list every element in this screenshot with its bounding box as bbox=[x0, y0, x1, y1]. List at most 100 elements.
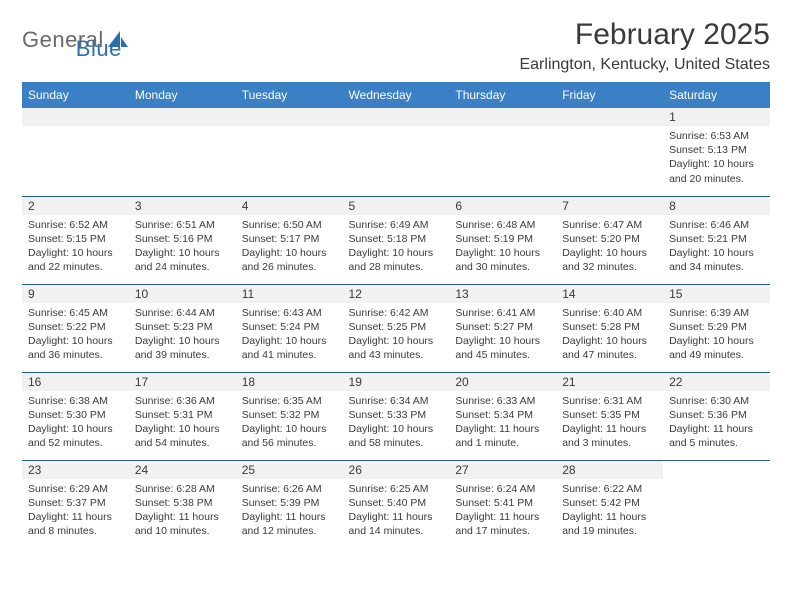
day-cell: 3Sunrise: 6:51 AMSunset: 5:16 PMDaylight… bbox=[129, 196, 236, 284]
sunrise-text: Sunrise: 6:47 AM bbox=[562, 218, 657, 232]
calendar-week-row: 9Sunrise: 6:45 AMSunset: 5:22 PMDaylight… bbox=[22, 284, 770, 372]
daylight-text-line2: and 34 minutes. bbox=[669, 260, 764, 274]
daylight-text-line1: Daylight: 10 hours bbox=[28, 422, 123, 436]
day-details: Sunrise: 6:39 AMSunset: 5:29 PMDaylight:… bbox=[669, 306, 764, 363]
daylight-text-line2: and 49 minutes. bbox=[669, 348, 764, 362]
daylight-text-line1: Daylight: 10 hours bbox=[242, 334, 337, 348]
calendar-week-row: 23Sunrise: 6:29 AMSunset: 5:37 PMDayligh… bbox=[22, 460, 770, 548]
daylight-text-line2: and 1 minute. bbox=[455, 436, 550, 450]
day-number: 18 bbox=[236, 373, 343, 391]
day-details: Sunrise: 6:52 AMSunset: 5:15 PMDaylight:… bbox=[28, 218, 123, 275]
sunset-text: Sunset: 5:29 PM bbox=[669, 320, 764, 334]
day-number: 20 bbox=[449, 373, 556, 391]
day-number: 5 bbox=[343, 197, 450, 215]
sunset-text: Sunset: 5:22 PM bbox=[28, 320, 123, 334]
day-details: Sunrise: 6:29 AMSunset: 5:37 PMDaylight:… bbox=[28, 482, 123, 539]
daylight-text-line2: and 10 minutes. bbox=[135, 524, 230, 538]
location-subtitle: Earlington, Kentucky, United States bbox=[519, 56, 770, 74]
sunset-text: Sunset: 5:37 PM bbox=[28, 496, 123, 510]
sunrise-text: Sunrise: 6:53 AM bbox=[669, 129, 764, 143]
daylight-text-line2: and 3 minutes. bbox=[562, 436, 657, 450]
day-cell: 6Sunrise: 6:48 AMSunset: 5:19 PMDaylight… bbox=[449, 196, 556, 284]
day-cell: 22Sunrise: 6:30 AMSunset: 5:36 PMDayligh… bbox=[663, 372, 770, 460]
sunrise-text: Sunrise: 6:28 AM bbox=[135, 482, 230, 496]
day-cell: 16Sunrise: 6:38 AMSunset: 5:30 PMDayligh… bbox=[22, 372, 129, 460]
day-number: 10 bbox=[129, 285, 236, 303]
day-number: 8 bbox=[663, 197, 770, 215]
title-block: February 2025 Earlington, Kentucky, Unit… bbox=[519, 18, 770, 74]
day-cell: 1Sunrise: 6:53 AMSunset: 5:13 PMDaylight… bbox=[663, 108, 770, 196]
daylight-text-line2: and 26 minutes. bbox=[242, 260, 337, 274]
daylight-text-line2: and 12 minutes. bbox=[242, 524, 337, 538]
sunrise-text: Sunrise: 6:40 AM bbox=[562, 306, 657, 320]
day-cell: 19Sunrise: 6:34 AMSunset: 5:33 PMDayligh… bbox=[343, 372, 450, 460]
day-details: Sunrise: 6:22 AMSunset: 5:42 PMDaylight:… bbox=[562, 482, 657, 539]
daylight-text-line2: and 32 minutes. bbox=[562, 260, 657, 274]
sunrise-text: Sunrise: 6:46 AM bbox=[669, 218, 764, 232]
sunset-text: Sunset: 5:31 PM bbox=[135, 408, 230, 422]
day-details: Sunrise: 6:25 AMSunset: 5:40 PMDaylight:… bbox=[349, 482, 444, 539]
sunset-text: Sunset: 5:25 PM bbox=[349, 320, 444, 334]
daylight-text-line1: Daylight: 10 hours bbox=[349, 422, 444, 436]
calendar-week-row: 16Sunrise: 6:38 AMSunset: 5:30 PMDayligh… bbox=[22, 372, 770, 460]
day-number: 21 bbox=[556, 373, 663, 391]
daylight-text-line1: Daylight: 10 hours bbox=[349, 334, 444, 348]
day-number: 26 bbox=[343, 461, 450, 479]
weekday-header: Tuesday bbox=[236, 82, 343, 108]
brand-word2: Blue bbox=[76, 36, 122, 61]
day-cell: 13Sunrise: 6:41 AMSunset: 5:27 PMDayligh… bbox=[449, 284, 556, 372]
day-number: 15 bbox=[663, 285, 770, 303]
daylight-text-line1: Daylight: 10 hours bbox=[135, 246, 230, 260]
day-number: 16 bbox=[22, 373, 129, 391]
day-number: 9 bbox=[22, 285, 129, 303]
daylight-text-line1: Daylight: 10 hours bbox=[669, 157, 764, 171]
sunset-text: Sunset: 5:32 PM bbox=[242, 408, 337, 422]
daylight-text-line1: Daylight: 10 hours bbox=[562, 334, 657, 348]
day-number: 23 bbox=[22, 461, 129, 479]
daylight-text-line1: Daylight: 11 hours bbox=[242, 510, 337, 524]
sunset-text: Sunset: 5:21 PM bbox=[669, 232, 764, 246]
sunrise-text: Sunrise: 6:41 AM bbox=[455, 306, 550, 320]
day-details: Sunrise: 6:48 AMSunset: 5:19 PMDaylight:… bbox=[455, 218, 550, 275]
sunset-text: Sunset: 5:42 PM bbox=[562, 496, 657, 510]
sunset-text: Sunset: 5:15 PM bbox=[28, 232, 123, 246]
sunrise-text: Sunrise: 6:30 AM bbox=[669, 394, 764, 408]
day-cell: 15 Sunrise: 6:39 AMSunset: 5:29 PMDayligh… bbox=[663, 284, 770, 372]
daylight-text-line2: and 52 minutes. bbox=[28, 436, 123, 450]
daylight-text-line1: Daylight: 11 hours bbox=[349, 510, 444, 524]
sunrise-text: Sunrise: 6:43 AM bbox=[242, 306, 337, 320]
day-cell: 9 Sunrise: 6:45 AMSunset: 5:22 PMDaylight… bbox=[22, 284, 129, 372]
day-details: Sunrise: 6:33 AMSunset: 5:34 PMDaylight:… bbox=[455, 394, 550, 451]
daylight-text-line2: and 58 minutes. bbox=[349, 436, 444, 450]
sunrise-text: Sunrise: 6:45 AM bbox=[28, 306, 123, 320]
day-details: Sunrise: 6:34 AMSunset: 5:33 PMDaylight:… bbox=[349, 394, 444, 451]
day-details: Sunrise: 6:28 AMSunset: 5:38 PMDaylight:… bbox=[135, 482, 230, 539]
day-details: Sunrise: 6:45 AMSunset: 5:22 PMDaylight:… bbox=[28, 306, 123, 363]
sunrise-text: Sunrise: 6:24 AM bbox=[455, 482, 550, 496]
daylight-text-line1: Daylight: 11 hours bbox=[28, 510, 123, 524]
weekday-header: Sunday bbox=[22, 82, 129, 108]
empty-day-cell bbox=[129, 108, 236, 196]
day-details: Sunrise: 6:49 AMSunset: 5:18 PMDaylight:… bbox=[349, 218, 444, 275]
sunset-text: Sunset: 5:41 PM bbox=[455, 496, 550, 510]
daylight-text-line2: and 30 minutes. bbox=[455, 260, 550, 274]
sunrise-text: Sunrise: 6:44 AM bbox=[135, 306, 230, 320]
sunrise-text: Sunrise: 6:29 AM bbox=[28, 482, 123, 496]
day-number: 3 bbox=[129, 197, 236, 215]
day-cell: 24Sunrise: 6:28 AMSunset: 5:38 PMDayligh… bbox=[129, 460, 236, 548]
daylight-text-line1: Daylight: 10 hours bbox=[349, 246, 444, 260]
weekday-header: Wednesday bbox=[343, 82, 450, 108]
day-details: Sunrise: 6:53 AMSunset: 5:13 PMDaylight:… bbox=[669, 129, 764, 186]
day-cell: 20 Sunrise: 6:33 AMSunset: 5:34 PMDayligh… bbox=[449, 372, 556, 460]
page-header: General Blue February 2025 Earlington, K… bbox=[22, 18, 770, 74]
weekday-header: Monday bbox=[129, 82, 236, 108]
daylight-text-line2: and 36 minutes. bbox=[28, 348, 123, 362]
daylight-text-line2: and 20 minutes. bbox=[669, 172, 764, 186]
day-cell: 4Sunrise: 6:50 AMSunset: 5:17 PMDaylight… bbox=[236, 196, 343, 284]
sunset-text: Sunset: 5:28 PM bbox=[562, 320, 657, 334]
sunrise-text: Sunrise: 6:34 AM bbox=[349, 394, 444, 408]
sunset-text: Sunset: 5:23 PM bbox=[135, 320, 230, 334]
day-number: 14 bbox=[556, 285, 663, 303]
day-details: Sunrise: 6:40 AMSunset: 5:28 PMDaylight:… bbox=[562, 306, 657, 363]
empty-day-cell bbox=[449, 108, 556, 196]
